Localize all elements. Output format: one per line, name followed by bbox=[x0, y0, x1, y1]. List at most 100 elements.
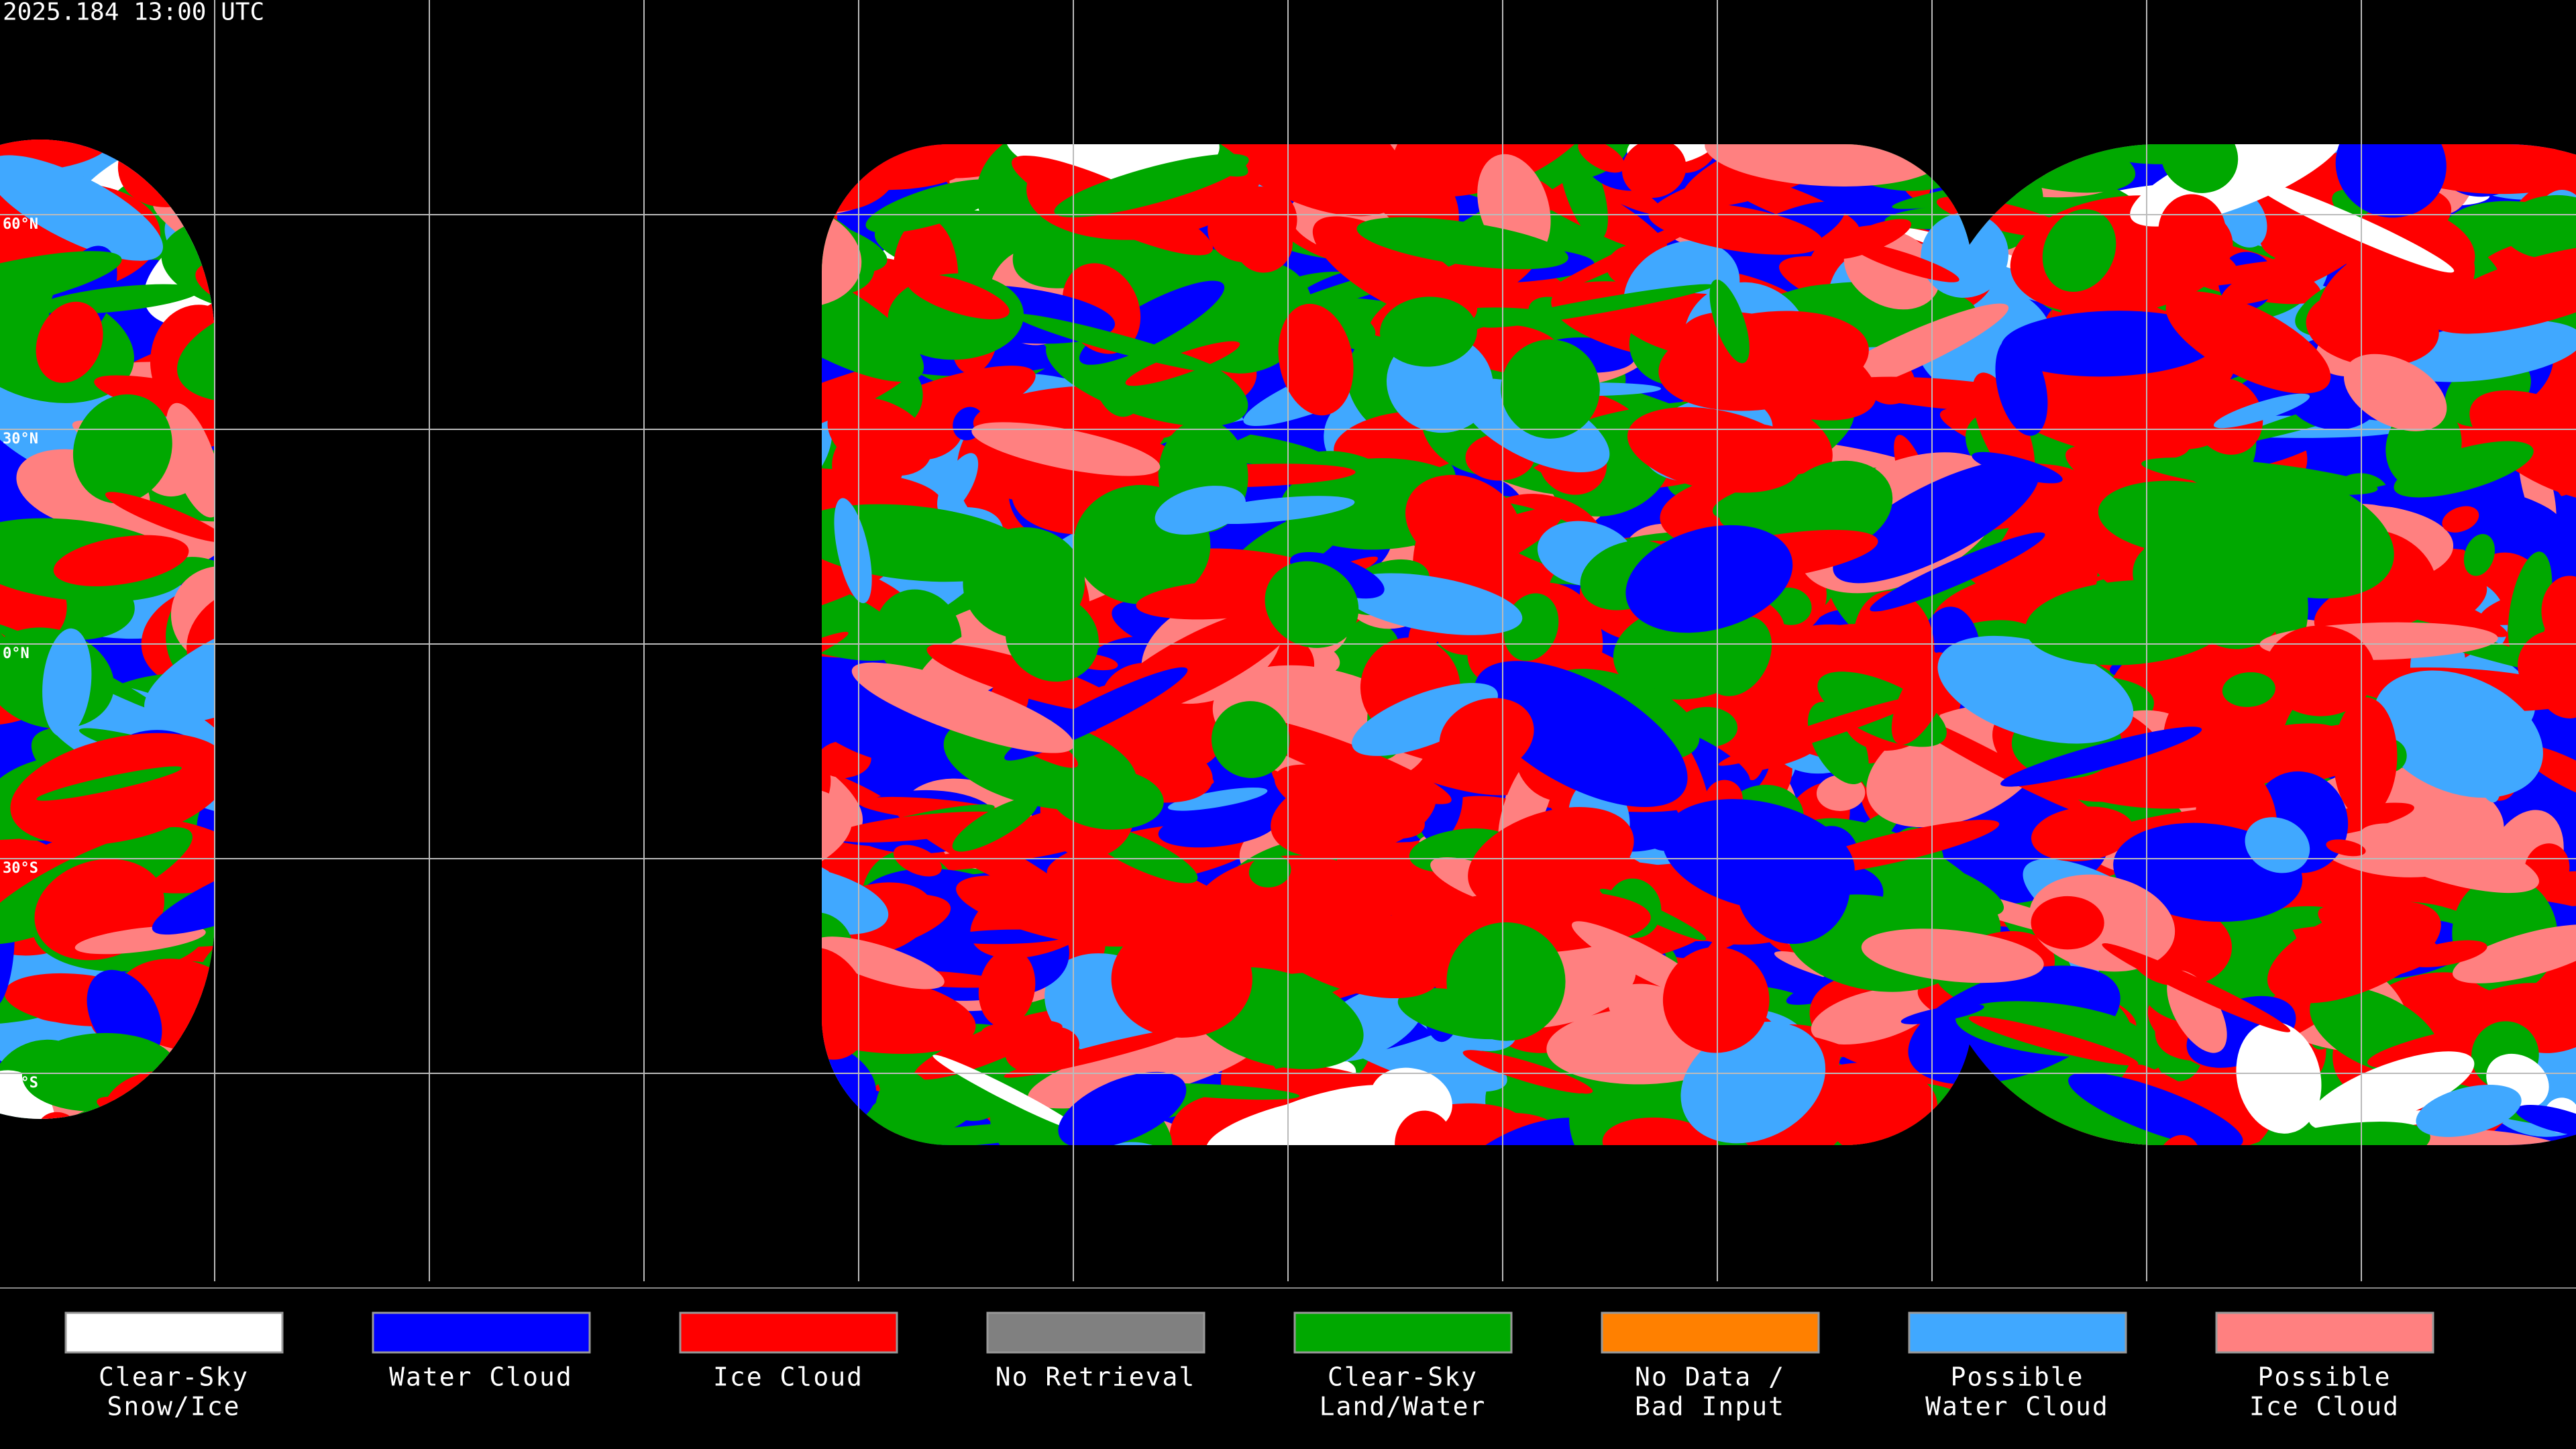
legend-label: Possible bbox=[2257, 1362, 2391, 1392]
cloud-patch bbox=[971, 422, 1161, 476]
cloud-patch bbox=[1211, 701, 1290, 778]
cloud-patch bbox=[1972, 451, 2063, 484]
cloud-patch bbox=[1811, 987, 1935, 1044]
cloud-patch bbox=[1205, 1094, 1395, 1145]
cloud-patch bbox=[787, 667, 933, 764]
cloud-patch bbox=[1483, 284, 1714, 328]
cloud-patch bbox=[36, 766, 182, 801]
cloud-patch bbox=[1718, 695, 1927, 766]
cloud-patch bbox=[2267, 901, 2441, 1004]
cloud-patch bbox=[2102, 943, 2291, 1032]
cloud-patch bbox=[2469, 390, 2576, 503]
cloud-patch bbox=[1278, 303, 1354, 416]
legend-label: Water Cloud bbox=[389, 1362, 573, 1392]
cloud-patch bbox=[2222, 672, 2275, 707]
cloud-patch bbox=[1014, 313, 1222, 373]
cloud-patch bbox=[2402, 1129, 2576, 1145]
cloud-patch bbox=[1870, 532, 2045, 612]
legend-label: Water Cloud bbox=[1925, 1392, 2109, 1421]
timestamp: 2025.184 13:00 UTC bbox=[3, 0, 264, 26]
cloud-patch bbox=[1405, 474, 1521, 570]
cloud-patch bbox=[2265, 625, 2375, 716]
cloud-patch bbox=[1827, 219, 1912, 260]
cloud-patch bbox=[1602, 1117, 1719, 1145]
cloud-patch bbox=[1542, 211, 1720, 297]
latitude-label: 60°S bbox=[3, 1075, 38, 1091]
legend-label: No Retrieval bbox=[996, 1362, 1196, 1392]
cloud-patch bbox=[2515, 1105, 2576, 1136]
legend-label: Possible bbox=[1950, 1362, 2084, 1392]
cloud-patch bbox=[1054, 154, 1249, 217]
cloud-patch bbox=[1028, 1029, 1261, 1109]
cloud-patch bbox=[1167, 787, 1268, 811]
cloud-patch bbox=[981, 1019, 1063, 1039]
cloud-patch bbox=[2098, 480, 2265, 555]
cloud-patch bbox=[1891, 652, 1950, 745]
cloud-patch bbox=[1379, 297, 1477, 367]
cloud-patch bbox=[893, 845, 942, 877]
cloud-patch bbox=[2344, 354, 2447, 431]
cloud-patch bbox=[1709, 279, 1750, 364]
legend-swatch bbox=[1601, 1311, 1820, 1354]
cloud-patch bbox=[2373, 670, 2543, 798]
cloud-patch bbox=[2000, 311, 2218, 377]
cloud-patch bbox=[2461, 700, 2502, 803]
legend-swatch bbox=[64, 1311, 284, 1354]
cloud-patch bbox=[53, 535, 189, 586]
legend-label: Snow/Ice bbox=[107, 1392, 240, 1421]
cloud-patch bbox=[2326, 839, 2366, 857]
legend-label: No Data / bbox=[1635, 1362, 1785, 1392]
cloud-patch bbox=[2463, 533, 2496, 576]
cloud-patch bbox=[1731, 423, 1809, 464]
legend-swatch bbox=[1293, 1311, 1513, 1354]
cloud-patch bbox=[2178, 259, 2308, 287]
cloud-patch bbox=[1352, 683, 1498, 756]
cloud-patch bbox=[1501, 339, 1600, 439]
cloud-patch bbox=[2149, 239, 2237, 278]
cloud-patch bbox=[2161, 140, 2239, 193]
legend-label: Ice Cloud bbox=[2249, 1392, 2400, 1421]
cloud-patch bbox=[834, 498, 872, 604]
graticule: 60°N 30°N 0°N 30°S 60°S bbox=[0, 0, 2576, 1281]
legend-label: Ice Cloud bbox=[713, 1362, 863, 1392]
latitude-label: 0°N bbox=[3, 645, 30, 662]
cloud-patch bbox=[1662, 947, 1770, 1053]
cloud-patch bbox=[1648, 202, 1823, 255]
legend-swatch bbox=[1908, 1311, 2127, 1354]
latitude-label: 30°S bbox=[3, 860, 38, 877]
cloud-patch bbox=[2236, 1022, 2322, 1134]
cloud-patch bbox=[2442, 506, 2479, 533]
cloud-patch bbox=[1955, 1001, 2147, 1057]
cloud-patch bbox=[1474, 661, 1688, 808]
cloud-patch bbox=[0, 251, 122, 319]
cloud-patch bbox=[72, 394, 172, 504]
cloud-patch bbox=[1158, 808, 1277, 848]
cloud-patch bbox=[1167, 759, 1214, 784]
legend-swatch bbox=[2215, 1311, 2434, 1354]
cloud-patch bbox=[1704, 616, 1772, 696]
latitude-label: 30°N bbox=[3, 431, 38, 447]
cloud-patch bbox=[2333, 697, 2398, 818]
cloud-patch bbox=[1446, 922, 1566, 1041]
cloud-patch bbox=[833, 811, 1014, 843]
cloud-patch bbox=[2111, 807, 2241, 833]
cloud-patch bbox=[2220, 236, 2365, 305]
cloud-patch bbox=[2541, 576, 2576, 650]
cloud-patch bbox=[10, 733, 231, 845]
cloud-patch bbox=[2251, 180, 2455, 273]
cloud-patch bbox=[1896, 710, 2097, 818]
latitude-label: 60°N bbox=[3, 216, 38, 233]
cloud-patch bbox=[1005, 593, 1099, 682]
cloud-patch bbox=[0, 155, 163, 261]
cloud-patch bbox=[39, 343, 69, 376]
cloud-patch bbox=[1662, 799, 1855, 912]
cloud-patch bbox=[1439, 698, 1534, 775]
cloud-patch bbox=[1051, 768, 1164, 830]
cloud-patch bbox=[1462, 1050, 1593, 1094]
cloud-patch bbox=[2394, 441, 2534, 498]
cloud-patch bbox=[937, 453, 979, 515]
cloud-patch bbox=[2518, 745, 2576, 806]
cloud-patch bbox=[813, 936, 945, 989]
cloud-patch bbox=[827, 397, 932, 476]
